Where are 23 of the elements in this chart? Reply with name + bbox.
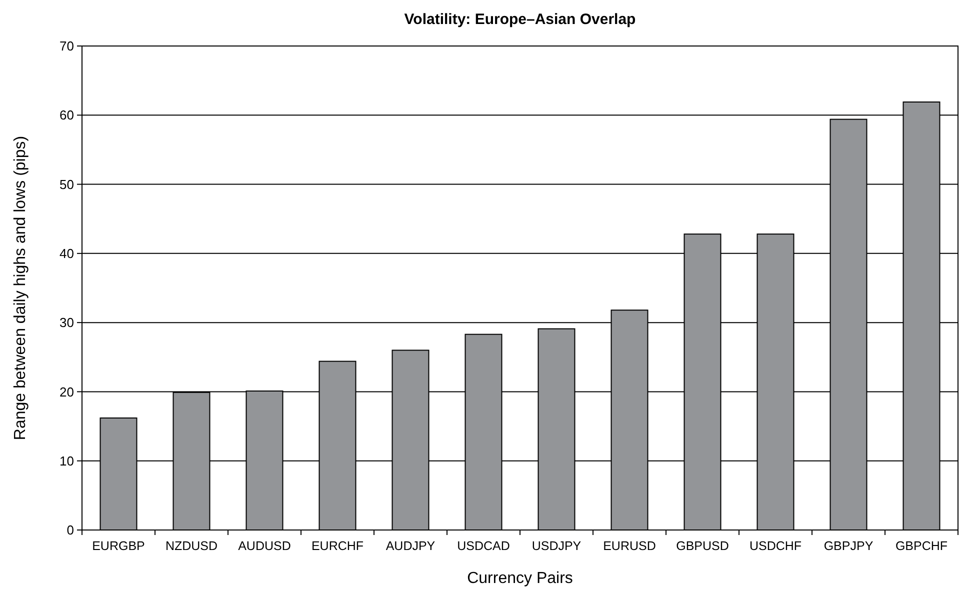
y-tick-label: 70 — [60, 38, 74, 54]
x-tick-label: GBPJPY — [824, 539, 874, 553]
x-tick-label: GBPCHF — [895, 539, 948, 553]
y-tick-label: 30 — [60, 315, 74, 330]
x-tick-label: AUDJPY — [386, 539, 436, 553]
x-tick-label: USDCHF — [749, 539, 802, 553]
y-tick-label: 20 — [60, 384, 74, 400]
x-tick-label: GBPUSD — [676, 539, 729, 553]
y-tick-label: 10 — [60, 453, 74, 468]
y-tick-label: 0 — [66, 522, 74, 538]
x-axis-title: Currency Pairs — [467, 570, 573, 587]
y-tick-label: 40 — [60, 246, 74, 261]
x-tick-label: EURGBP — [92, 539, 145, 553]
x-tick-label: EURCHF — [311, 539, 364, 553]
x-tick-label: EURUSD — [603, 539, 656, 553]
x-tick-label: NZDUSD — [165, 539, 218, 553]
y-axis-title: Range between daily highs and lows (pips) — [12, 136, 29, 440]
x-tick-label: USDJPY — [532, 539, 582, 553]
x-tick-label: AUDUSD — [238, 539, 291, 553]
chart-title: Volatility: Europe–Asian Overlap — [404, 11, 636, 28]
y-tick-label: 50 — [60, 176, 74, 192]
x-tick-label: USDCAD — [457, 539, 510, 553]
y-tick-label: 60 — [60, 108, 74, 123]
